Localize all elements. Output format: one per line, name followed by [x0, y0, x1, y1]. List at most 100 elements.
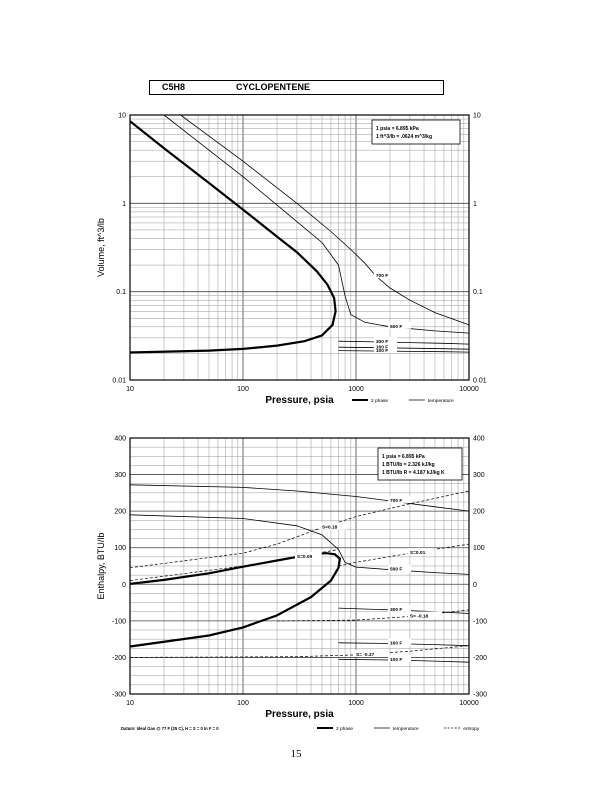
series-label-bg	[388, 564, 412, 572]
y-tick-label-right: -200	[473, 655, 487, 662]
series-label: 160 F	[376, 345, 388, 351]
series-label: S=0.09	[297, 554, 313, 560]
page-number: 15	[290, 748, 302, 760]
y-tick-label: -300	[112, 692, 126, 699]
y-tick-label: 100	[114, 545, 126, 552]
y-tick-label-right: 0	[473, 582, 477, 589]
series-label: S= -0.37	[356, 652, 375, 658]
series-label-bg	[388, 321, 412, 329]
series-label: 100 F	[390, 657, 402, 663]
y-tick-label-right: 200	[473, 509, 485, 516]
x-axis-label: Pressure, psia	[265, 395, 334, 406]
y-tick-label: 0	[122, 582, 126, 589]
series-label-bg	[294, 551, 322, 559]
legend-label: 2 phase	[371, 398, 388, 404]
series-line-2-phase	[129, 120, 337, 354]
series-label-bg	[388, 638, 412, 646]
legend-label: entropy	[463, 726, 480, 732]
series-line-160-f	[338, 346, 470, 350]
series-label: S=0.01	[410, 550, 426, 556]
y-axis-label: Volume, ft^3/lb	[96, 218, 106, 277]
series-line-s-0-01	[338, 543, 470, 567]
y-tick-label-right: 300	[473, 472, 485, 479]
plot-frame	[129, 437, 470, 695]
chart-1	[129, 114, 470, 401]
y-tick-label-right: 0.1	[473, 289, 483, 296]
series-label-bg	[407, 548, 435, 556]
series-label-bg	[407, 611, 443, 619]
x-tick-label: 10000	[459, 386, 479, 393]
series-label-bg	[354, 649, 389, 657]
x-tick-label: 100	[237, 386, 249, 393]
series-line-s-0-37	[129, 645, 470, 658]
series-label-bg	[388, 654, 412, 662]
conversion-box	[377, 447, 463, 481]
y-tick-label: 0.01	[112, 378, 126, 385]
conversion-box	[371, 119, 461, 145]
legend-label: temperature	[393, 726, 419, 732]
conversion-text: 1 psia = 6.895 kPa	[382, 454, 425, 460]
chemical-formula: C5H8	[162, 82, 186, 92]
y-tick-label-right: 10	[473, 113, 481, 120]
series-label: 700 F	[376, 273, 388, 279]
x-axis-label: Pressure, psia	[265, 709, 334, 720]
x-tick-label: 1000	[348, 386, 364, 393]
series-label: 500 F	[390, 324, 402, 330]
series-label-bg	[388, 495, 412, 503]
y-tick-label: 1	[122, 201, 126, 208]
x-tick-label: 10	[126, 700, 134, 707]
series-label: 160 F	[390, 641, 402, 647]
chart-2	[129, 437, 470, 729]
legend-label: 2 phase	[336, 726, 353, 732]
x-tick-label: 100	[237, 700, 249, 707]
y-tick-label: 10	[118, 113, 126, 120]
conversion-text: 1 BTU/lb = 2.326 kJ/kg	[382, 462, 435, 468]
plot-frame	[129, 114, 470, 381]
series-label: 300 F	[390, 607, 402, 613]
series-label-bg	[373, 336, 397, 344]
conversion-text: 1 ft^3/lb = .0624 m^3/kg	[376, 134, 432, 140]
y-tick-label: 200	[114, 509, 126, 516]
x-tick-label: 1000	[348, 700, 364, 707]
series-label-bg	[373, 271, 397, 279]
y-tick-label-right: -300	[473, 692, 487, 699]
conversion-text: 1 psia = 6.895 kPa	[376, 126, 419, 132]
y-tick-label: 0.1	[116, 289, 126, 296]
y-tick-label: -100	[112, 618, 126, 625]
series-label-bg	[373, 345, 397, 353]
series-label-bg	[319, 522, 347, 530]
series-line-700-f	[180, 114, 470, 326]
conversion-text: 1 BTU/lb R = 4.187 kJ/kg K	[382, 470, 445, 476]
series-line-300-f	[338, 607, 470, 614]
series-line-s-0-09	[129, 549, 339, 581]
y-tick-label-right: 1	[473, 201, 477, 208]
series-line-300-f	[338, 340, 470, 345]
y-tick-label: 400	[114, 436, 126, 443]
series-label: 500 F	[390, 567, 402, 573]
y-tick-label-right: 0.01	[473, 378, 487, 385]
series-label: S= -0.18	[410, 613, 429, 619]
series-line-500-f	[129, 514, 470, 575]
series-label: S=0.18	[322, 525, 338, 531]
compound-header-box: C5H8 CYCLOPENTENE	[149, 80, 444, 95]
legend-label: temperature	[428, 398, 454, 404]
y-tick-label: 300	[114, 472, 126, 479]
y-tick-label: -200	[112, 655, 126, 662]
y-tick-label-right: 100	[473, 545, 485, 552]
x-tick-label: 10000	[459, 700, 479, 707]
series-label: 100 F	[376, 348, 388, 354]
series-label: 700 F	[390, 498, 402, 504]
x-tick-label: 10	[126, 386, 134, 393]
series-line-2-phase	[129, 552, 342, 648]
compound-name: CYCLOPENTENE	[236, 82, 311, 92]
series-line-700-f	[129, 484, 470, 512]
series-label: 300 F	[376, 339, 388, 345]
y-axis-label: Enthalpy, BTU/lb	[96, 533, 106, 600]
series-label-bg	[388, 604, 412, 612]
y-tick-label-right: 400	[473, 436, 485, 443]
series-line-160-f	[338, 642, 470, 647]
datum-note: Datum: Ideal Gas @ 77 F (25 C), H = S = …	[121, 726, 219, 731]
series-line-100-f	[338, 350, 470, 353]
y-tick-label-right: -100	[473, 618, 487, 625]
